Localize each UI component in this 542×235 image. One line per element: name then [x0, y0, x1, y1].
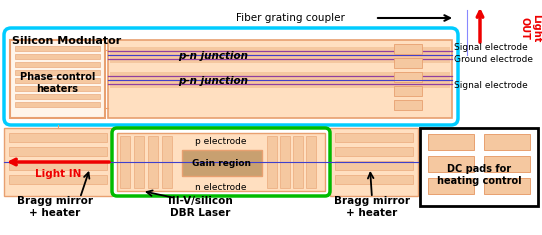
Bar: [428, 134, 474, 150]
Bar: [394, 100, 422, 110]
Bar: [110, 47, 450, 63]
Bar: [267, 136, 277, 188]
Bar: [117, 133, 325, 191]
Text: Phase control
heaters: Phase control heaters: [20, 72, 95, 94]
Bar: [15, 86, 100, 91]
Bar: [15, 54, 100, 59]
Bar: [15, 46, 100, 51]
Bar: [330, 128, 418, 196]
Text: n electrode: n electrode: [195, 184, 247, 192]
Bar: [15, 62, 100, 67]
Bar: [15, 94, 100, 99]
Bar: [484, 156, 530, 172]
Bar: [9, 147, 107, 156]
Text: Ground electrode: Ground electrode: [454, 55, 533, 64]
Bar: [306, 136, 316, 188]
Bar: [9, 133, 107, 142]
Text: Gain region: Gain region: [192, 158, 251, 168]
Bar: [15, 78, 100, 83]
Bar: [394, 72, 422, 82]
Text: Fiber grating coupler: Fiber grating coupler: [236, 13, 344, 23]
Text: Signal electrode: Signal electrode: [454, 43, 528, 51]
FancyBboxPatch shape: [112, 128, 330, 196]
Text: Light
OUT: Light OUT: [519, 14, 541, 42]
Bar: [335, 133, 413, 142]
Text: Light IN: Light IN: [35, 169, 81, 179]
Bar: [484, 178, 530, 194]
Bar: [280, 136, 290, 188]
Bar: [428, 178, 474, 194]
Text: p electrode: p electrode: [195, 137, 247, 146]
Text: III-V/silicon
DBR Laser: III-V/silicon DBR Laser: [167, 196, 233, 218]
Bar: [420, 128, 538, 206]
Bar: [9, 175, 107, 184]
Bar: [394, 44, 422, 54]
Bar: [10, 40, 105, 118]
Bar: [15, 70, 100, 75]
Text: p-n junction: p-n junction: [178, 51, 248, 61]
Text: Bragg mirror
+ heater: Bragg mirror + heater: [334, 196, 410, 218]
Bar: [335, 161, 413, 170]
Bar: [120, 136, 130, 188]
Bar: [428, 156, 474, 172]
Bar: [394, 58, 422, 68]
Bar: [110, 72, 450, 88]
Text: Signal electrode: Signal electrode: [454, 81, 528, 90]
Bar: [4, 128, 112, 196]
Bar: [335, 175, 413, 184]
Text: DC pads for
heating control: DC pads for heating control: [437, 164, 521, 186]
Bar: [162, 136, 172, 188]
Bar: [9, 161, 107, 170]
FancyBboxPatch shape: [4, 28, 458, 125]
Bar: [148, 136, 158, 188]
Text: Silicon Modulator: Silicon Modulator: [12, 36, 121, 46]
Bar: [134, 136, 144, 188]
Bar: [293, 136, 303, 188]
Bar: [182, 150, 262, 176]
Bar: [108, 40, 452, 118]
Bar: [394, 86, 422, 96]
Text: p-n junction: p-n junction: [178, 76, 248, 86]
Bar: [15, 102, 100, 107]
Bar: [484, 134, 530, 150]
Bar: [335, 147, 413, 156]
Text: Bragg mirror
+ heater: Bragg mirror + heater: [17, 196, 93, 218]
